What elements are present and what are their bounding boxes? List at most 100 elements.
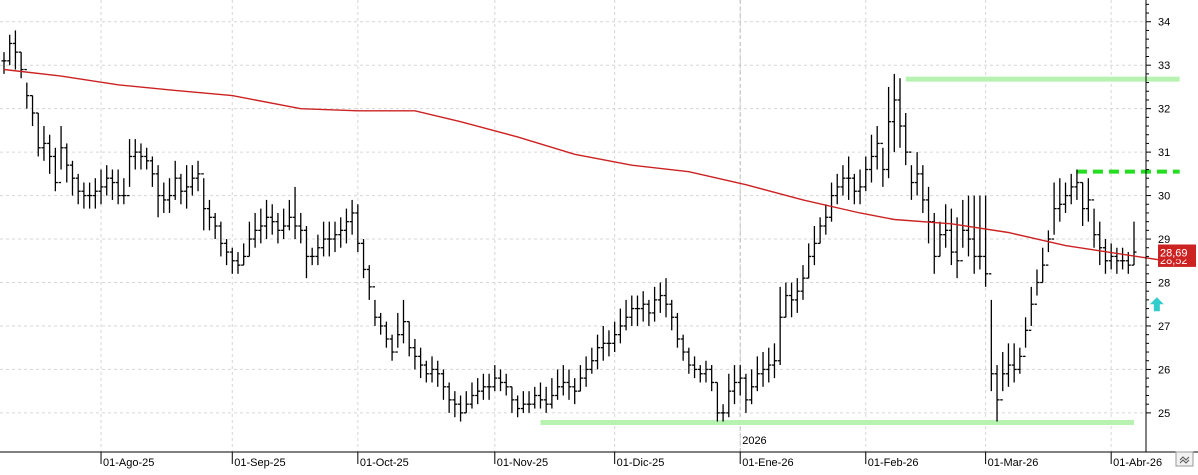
ohlc-bar (355, 204, 361, 253)
ohlc-bar (640, 291, 646, 322)
y-tick-label: 29 (1158, 234, 1170, 246)
ohlc-bar (1023, 317, 1029, 358)
ohlc-bar (115, 169, 121, 205)
ohlc-bar (463, 391, 469, 414)
ohlc-bar (184, 165, 190, 209)
ohlc-bar (1040, 247, 1046, 284)
ohlc-bar (589, 347, 595, 374)
y-tick-label: 34 (1158, 17, 1170, 29)
ohlc-bar (127, 139, 133, 197)
y-tick-label: 30 (1158, 191, 1170, 203)
x-tick-label: 01-Oct-25 (360, 457, 409, 469)
ohlc-bar (811, 226, 817, 266)
ohlc-bar (874, 126, 880, 170)
ohlc-bar (509, 386, 515, 413)
ohlc-bars (1, 30, 1137, 422)
ohlc-bar (81, 182, 87, 209)
ohlc-bar (697, 365, 703, 383)
ohlc-bar (1108, 243, 1114, 270)
ohlc-bar (412, 339, 418, 370)
ohlc-bar (732, 365, 738, 405)
ohlc-bar (851, 173, 857, 205)
ohlc-bar (98, 169, 104, 205)
y-tick-label: 27 (1158, 321, 1170, 333)
ohlc-bar (35, 112, 41, 157)
ohlc-bar (914, 152, 920, 196)
y-tick-label: 31 (1158, 147, 1170, 159)
ohlc-bar (309, 247, 315, 266)
ohlc-bar (24, 68, 30, 109)
ohlc-bar (332, 221, 338, 253)
ohlc-bar (794, 278, 800, 313)
y-tick-label: 33 (1158, 60, 1170, 72)
ohlc-bar (806, 243, 812, 279)
ohlc-bar (560, 365, 566, 396)
ohlc-bar (606, 330, 612, 357)
ohlc-bar (406, 320, 412, 357)
ohlc-bar (435, 360, 441, 387)
ohlc-bar (1034, 269, 1040, 305)
ohlc-bar (549, 378, 555, 409)
ohlc-bar (566, 369, 572, 400)
ohlc-bar (155, 165, 161, 218)
ohlc-bar (246, 221, 252, 258)
price-label-text: 28,69 (1160, 248, 1188, 260)
chart-settings-button[interactable] (1175, 451, 1194, 467)
ohlc-bar (18, 51, 24, 79)
ohlc-bar (994, 365, 1000, 422)
ohlc-bar (195, 160, 201, 192)
ohlc-bar (138, 143, 144, 170)
ohlc-bar (988, 273, 994, 392)
ohlc-bar (458, 395, 464, 422)
ohlc-bar (361, 239, 367, 279)
ohlc-bar (389, 334, 395, 361)
ohlc-bar (692, 356, 698, 379)
ohlc-bar (446, 382, 452, 413)
ohlc-bar (161, 182, 167, 213)
grid (0, 0, 1146, 452)
ohlc-bar (492, 365, 498, 392)
ohlc-bar (423, 360, 429, 383)
ohlc-bar (224, 239, 230, 266)
ohlc-bar (1097, 221, 1103, 266)
ohlc-bar (834, 173, 840, 205)
ohlc-bar (87, 182, 93, 209)
ohlc-bar (469, 382, 475, 409)
ohlc-bar (1005, 343, 1011, 387)
x-tick-label: 01-Abr-26 (1113, 457, 1162, 469)
ohlc-bar (1, 52, 7, 74)
ohlc-bar (971, 195, 977, 274)
ohlc-bar (1080, 181, 1086, 226)
ohlc-bar (686, 347, 692, 374)
ohlc-bar (229, 247, 235, 274)
ohlc-bar (857, 169, 863, 205)
ohlc-bar (64, 143, 70, 183)
ohlc-bar (475, 378, 481, 405)
up-arrow-icon (1149, 297, 1164, 312)
ohlc-bar (583, 356, 589, 387)
ohlc-bar (189, 165, 195, 196)
ohlc-bar (58, 126, 64, 184)
x-tick-label: 01-Mar-26 (988, 457, 1039, 469)
ohlc-bar (943, 204, 949, 248)
ohlc-bar (617, 308, 623, 344)
x-tick-label: 01-Nov-25 (497, 457, 548, 469)
ohlc-bar (269, 204, 275, 235)
ohlc-bar (868, 134, 874, 183)
ohlc-bar (783, 282, 789, 318)
ohlc-bar (577, 365, 583, 392)
ohlc-bar (121, 178, 127, 205)
ohlc-bar (201, 173, 207, 231)
signal-arrows (1149, 297, 1164, 312)
ohlc-bar (520, 391, 526, 413)
ohlc-bar (275, 212, 281, 244)
ohlc-bar (543, 386, 549, 413)
ohlc-bar (515, 395, 521, 418)
ohlc-bar (258, 208, 264, 244)
ohlc-bar (366, 265, 372, 300)
ohlc-bar (749, 369, 755, 405)
x-tick-label: 01-Dic-25 (617, 457, 665, 469)
ohlc-bar (235, 252, 241, 274)
